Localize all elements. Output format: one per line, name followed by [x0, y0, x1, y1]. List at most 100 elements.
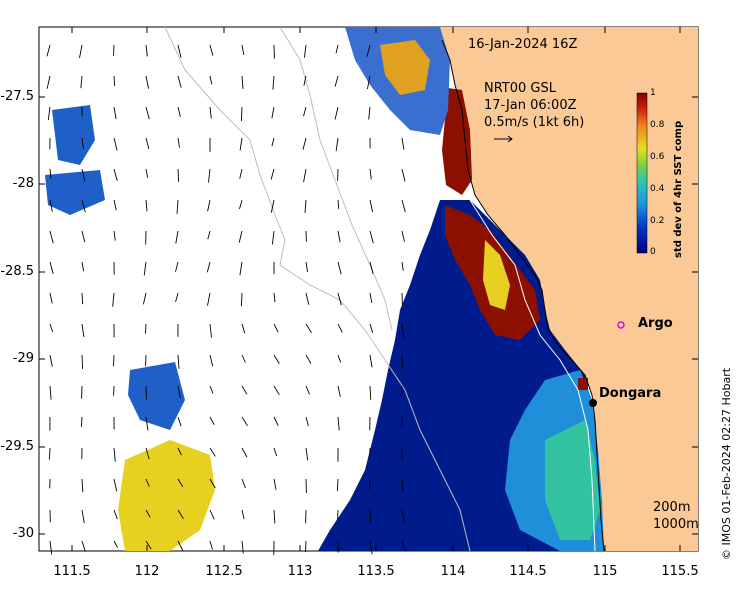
- current-vector: [369, 509, 372, 523]
- sst-field: [45, 27, 604, 551]
- current-vector: [336, 478, 339, 492]
- current-vector: [241, 478, 246, 488]
- y-tick-label: -29.5: [0, 439, 34, 454]
- current-vector: [81, 292, 84, 305]
- argo-marker: [617, 321, 625, 329]
- current-vector: [401, 478, 404, 493]
- current-vector: [46, 75, 51, 89]
- x-tick-label: 113.5: [357, 564, 395, 579]
- x-tick-label: 111.5: [53, 564, 91, 579]
- current-vector: [81, 478, 84, 493]
- current-vector: [145, 478, 150, 487]
- current-vector: [177, 447, 182, 456]
- current-vector: [209, 540, 213, 550]
- current-vector: [241, 323, 246, 334]
- current-vector: [239, 261, 243, 276]
- isobath-deep: [279, 26, 393, 331]
- current-vector: [369, 354, 373, 368]
- current-vector: [145, 75, 150, 89]
- current-vector: [145, 44, 148, 57]
- current-vector: [369, 323, 374, 334]
- current-vector: [49, 385, 52, 400]
- current-vector: [401, 509, 406, 523]
- current-vector: [209, 509, 215, 520]
- current-vector: [303, 75, 307, 86]
- current-vector: [177, 478, 184, 488]
- isobath-200m: [469, 199, 596, 552]
- current-vector: [271, 137, 275, 147]
- current-vector: [337, 323, 343, 333]
- current-vector: [238, 230, 243, 243]
- colorbar-tick: 0.6: [650, 152, 665, 162]
- current-vector: [369, 292, 373, 303]
- current-vector: [337, 261, 342, 275]
- current-vector: [209, 75, 213, 85]
- sst-shelf-green: [545, 420, 600, 540]
- sst-nw-patch: [52, 105, 95, 165]
- current-vector: [81, 323, 85, 337]
- sst-nearshore-red: [442, 88, 472, 195]
- current-vector: [241, 44, 245, 55]
- current-vector: [302, 137, 307, 150]
- current-vector: [47, 106, 51, 121]
- sst-sw-patch: [118, 440, 215, 551]
- current-vector: [145, 509, 151, 518]
- y-tick-label: -28.5: [0, 264, 34, 279]
- current-vector: [369, 385, 372, 400]
- current-vector: [303, 106, 307, 117]
- current-label-2: 17-Jan 06:00Z: [484, 98, 577, 113]
- current-vector: [81, 416, 83, 427]
- current-vector: [335, 44, 339, 54]
- current-vector: [239, 199, 243, 210]
- current-vector: [335, 137, 339, 152]
- current-vector: [273, 509, 276, 524]
- current-vector: [401, 261, 404, 271]
- current-vector: [273, 292, 276, 303]
- current-vector: [401, 385, 403, 399]
- current-vector: [145, 137, 150, 150]
- current-vector: [49, 292, 53, 304]
- current-vector: [401, 199, 406, 213]
- x-tick-label: 112.5: [205, 564, 243, 579]
- current-vector: [49, 354, 53, 367]
- y-tick-label: -27.5: [0, 89, 34, 104]
- current-vector: [401, 168, 406, 182]
- sst-shore-dot: [578, 378, 588, 390]
- current-vector: [81, 509, 85, 524]
- current-vector: [49, 323, 54, 333]
- current-vector: [337, 230, 341, 243]
- current-vector: [177, 137, 180, 148]
- current-vector: [273, 416, 279, 426]
- current-vector: [305, 292, 310, 305]
- current-vector: [273, 385, 280, 396]
- current-vector: [48, 447, 51, 460]
- current-vector: [239, 137, 243, 151]
- y-tick-label: -30: [12, 526, 34, 541]
- current-vector: [80, 75, 83, 89]
- current-vector: [143, 261, 147, 276]
- current-vector: [271, 230, 275, 245]
- current-vector: [305, 323, 312, 333]
- colorbar-tick: 1: [650, 88, 656, 98]
- current-vector: [241, 509, 245, 520]
- current-vector: [337, 199, 340, 209]
- current-vector: [209, 416, 215, 425]
- x-tick-label: 113: [287, 564, 313, 579]
- current-vector: [369, 540, 373, 555]
- y-tick-label: -28: [12, 176, 34, 191]
- current-vector: [369, 447, 371, 459]
- current-vector: [209, 354, 214, 367]
- current-vector: [175, 230, 179, 244]
- current-vector: [368, 106, 371, 120]
- current-vector: [366, 75, 371, 90]
- current-vector: [113, 447, 116, 462]
- current-vector: [177, 385, 181, 399]
- current-vector: [79, 44, 83, 59]
- current-vector: [273, 478, 277, 490]
- current-vector: [305, 261, 308, 273]
- current-vector: [113, 199, 117, 211]
- dongara-marker: [589, 399, 597, 407]
- current-vector: [145, 540, 152, 550]
- current-vector: [209, 478, 216, 489]
